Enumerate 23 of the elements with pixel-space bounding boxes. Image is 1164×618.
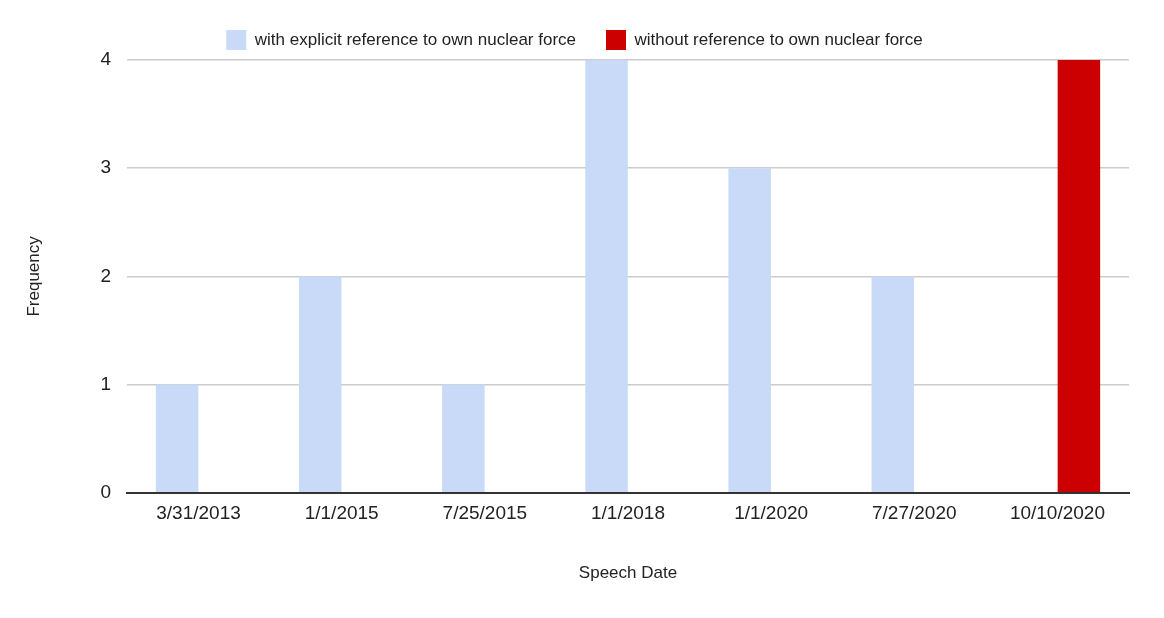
bar: [585, 60, 628, 493]
x-tick-label: 1/1/2015: [304, 502, 379, 524]
bar: [298, 276, 342, 493]
bar: [442, 384, 485, 493]
x-tick-label: 1/1/2020: [734, 502, 809, 524]
x-tick-label: 10/10/2020: [1009, 502, 1105, 524]
y-tick-label: 4: [100, 48, 112, 70]
bar: [871, 276, 915, 493]
legend-label: with explicit reference to own nuclear force: [253, 29, 577, 49]
x-tick-label: 3/31/2013: [156, 502, 241, 524]
bar: [728, 168, 771, 493]
x-tick-label: 7/25/2015: [442, 502, 528, 524]
y-tick-label: 2: [100, 264, 111, 286]
x-axis-title: Speech Date: [578, 563, 678, 583]
x-tick-label: 7/27/2020: [872, 502, 957, 524]
bar: [1057, 60, 1101, 493]
legend-label: without reference to own nuclear force: [633, 29, 923, 49]
bar: [155, 384, 199, 493]
y-tick-label: 0: [100, 481, 111, 503]
y-tick-label: 1: [100, 372, 111, 394]
x-tick-label: 1/1/2018: [591, 502, 665, 524]
y-axis-title: Frequency: [23, 235, 43, 317]
y-tick-label: 3: [100, 156, 111, 178]
